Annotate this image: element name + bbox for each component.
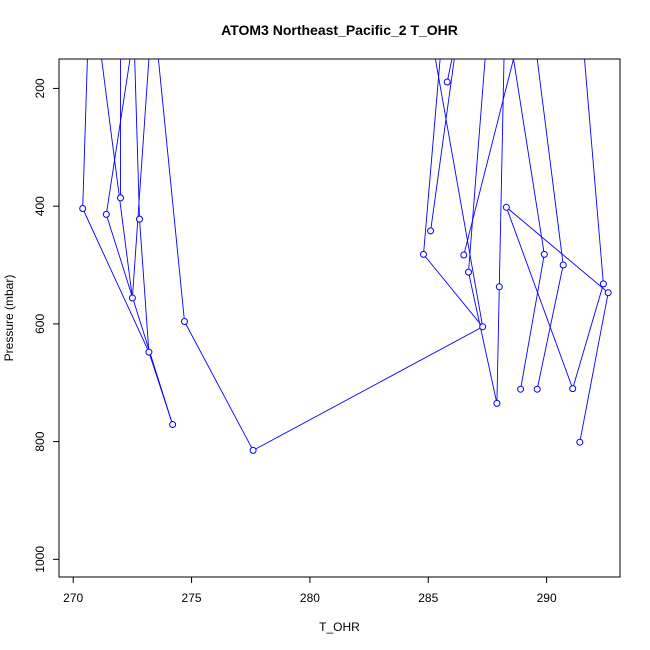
data-point-9 [249, 446, 257, 454]
x-tick-label-280: 280 [300, 591, 320, 605]
x-axis-label: T_OHR [319, 620, 360, 634]
series-line-1 [82, 59, 88, 209]
series-line-8 [134, 59, 140, 220]
series-line-20 [513, 59, 545, 390]
series-line-13 [423, 254, 484, 328]
series-line-17 [468, 272, 498, 404]
y-tick-label-600: 600 [33, 314, 47, 334]
y-tick-label-400: 400 [33, 196, 47, 216]
x-tick-label-270: 270 [63, 591, 83, 605]
series-line-4 [105, 214, 174, 425]
series-line-7 [131, 59, 150, 299]
y-tick-label-800: 800 [33, 431, 47, 451]
data-point-24 [576, 438, 584, 446]
y-tick-label-1000: 1000 [33, 546, 47, 573]
x-axis: 270 275 280 285 290 [63, 576, 557, 605]
data-point-22 [559, 261, 567, 269]
series-line-12 [423, 59, 441, 255]
data-point-21 [540, 250, 548, 258]
data-point-10 [420, 250, 427, 258]
series-line-3 [105, 59, 131, 215]
data-point-15 [479, 323, 487, 331]
data-point-11 [427, 227, 435, 235]
series-line-21 [536, 59, 564, 390]
series-line-18 [468, 59, 486, 273]
x-tick-label-285: 285 [418, 591, 438, 605]
data-point-23 [569, 385, 577, 393]
y-tick-label-200: 200 [33, 78, 47, 98]
data-point-12 [443, 78, 451, 86]
data-point-6 [145, 348, 153, 356]
series-line-16 [463, 59, 514, 256]
data-point-5 [136, 215, 143, 223]
series-line-2 [82, 208, 174, 425]
y-axis: 200 400 600 800 1000 [33, 78, 60, 573]
series-line-22 [506, 206, 609, 443]
x-tick-label-290: 290 [537, 591, 557, 605]
data-point-25 [599, 280, 607, 288]
x-tick-label-275: 275 [182, 591, 202, 605]
series-line-23 [505, 59, 604, 391]
data-point-20 [533, 385, 541, 393]
data-point-4 [128, 294, 136, 302]
chart-title: ATOM3 Northeast_Pacific_2 T_OHR [221, 22, 458, 38]
data-point-19 [517, 385, 525, 393]
marker-layer [79, 78, 612, 454]
series-line-10 [157, 59, 185, 322]
series-line-9 [139, 219, 150, 353]
series-line-15 [446, 59, 453, 83]
series-line-11 [184, 59, 484, 452]
series-line-14 [430, 59, 455, 231]
data-point-2 [102, 210, 110, 218]
data-point-16 [493, 399, 501, 407]
series-layer [82, 59, 609, 452]
data-point-1 [79, 205, 87, 212]
data-point-17 [495, 283, 503, 291]
data-point-13 [460, 251, 468, 259]
data-point-26 [604, 289, 612, 297]
data-point-7 [169, 421, 177, 428]
series-line-6 [101, 59, 133, 299]
data-point-8 [181, 318, 188, 325]
data-point-14 [465, 268, 472, 276]
data-point-3 [117, 194, 124, 202]
y-axis-label: Pressure (mbar) [2, 275, 16, 362]
data-point-18 [502, 203, 510, 211]
